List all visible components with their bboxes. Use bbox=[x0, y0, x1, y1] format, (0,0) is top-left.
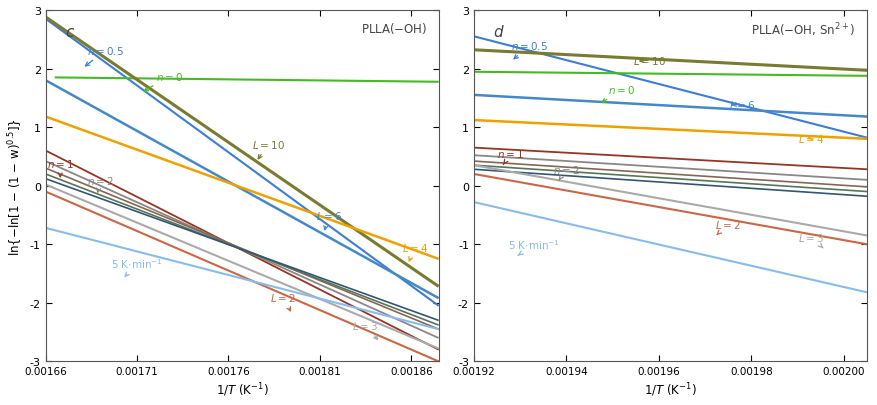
Text: $L=6$: $L=6$ bbox=[729, 98, 755, 111]
Text: $L=2$: $L=2$ bbox=[270, 291, 296, 311]
X-axis label: 1/$T$ (K$^{-1}$): 1/$T$ (K$^{-1}$) bbox=[216, 381, 268, 398]
Y-axis label: ln{$-$ln[1 $-$ (1 $-$ w)$^{0.5}$]}: ln{$-$ln[1 $-$ (1 $-$ w)$^{0.5}$]} bbox=[7, 117, 25, 255]
X-axis label: 1/$T$ (K$^{-1}$): 1/$T$ (K$^{-1}$) bbox=[644, 381, 697, 398]
Text: $L=4$: $L=4$ bbox=[798, 132, 824, 144]
Text: $n=2$: $n=2$ bbox=[87, 175, 114, 193]
Text: $L=2$: $L=2$ bbox=[716, 218, 741, 235]
Text: PLLA$(-$OH, Sn$^{2+})$: PLLA$(-$OH, Sn$^{2+})$ bbox=[751, 21, 855, 39]
Text: $5\ \mathrm{K{\cdot}min^{-1}}$: $5\ \mathrm{K{\cdot}min^{-1}}$ bbox=[508, 238, 560, 256]
Text: PLLA$(-$OH$)$: PLLA$(-$OH$)$ bbox=[360, 21, 427, 36]
Text: c: c bbox=[65, 25, 74, 40]
Text: $n=2$: $n=2$ bbox=[553, 164, 580, 181]
Text: $L=3$: $L=3$ bbox=[798, 232, 824, 248]
Text: d: d bbox=[494, 25, 503, 40]
Text: $n=1$: $n=1$ bbox=[497, 148, 524, 165]
Text: $L=4$: $L=4$ bbox=[402, 242, 428, 261]
Text: $L=10$: $L=10$ bbox=[633, 55, 667, 66]
Text: $5\ \mathrm{K{\cdot}min^{-1}}$: $5\ \mathrm{K{\cdot}min^{-1}}$ bbox=[111, 256, 163, 277]
Text: $L=6$: $L=6$ bbox=[316, 209, 342, 230]
Text: $L=10$: $L=10$ bbox=[253, 138, 285, 160]
Text: $n=0$: $n=0$ bbox=[145, 70, 183, 92]
Text: $n=0$: $n=0$ bbox=[602, 84, 636, 103]
Text: $L=3$: $L=3$ bbox=[353, 319, 379, 340]
Text: $n=1$: $n=1$ bbox=[46, 158, 74, 177]
Text: $n=0.5$: $n=0.5$ bbox=[511, 40, 548, 60]
Text: $n=0.5$: $n=0.5$ bbox=[85, 45, 125, 67]
